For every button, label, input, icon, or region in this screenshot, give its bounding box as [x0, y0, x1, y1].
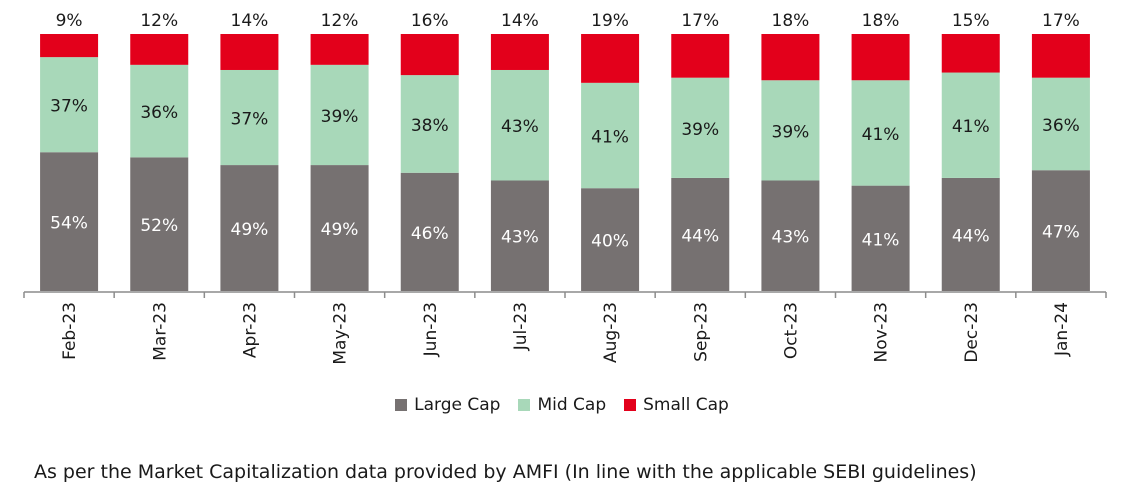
data-label-large-cap-oct-23: 43% [772, 228, 810, 248]
x-tick-label-apr-23: Apr-23 [240, 302, 260, 358]
bar-small-cap-jun-23 [400, 34, 459, 76]
bar-small-cap-jul-23 [490, 34, 549, 70]
bar-small-cap-apr-23 [220, 34, 279, 70]
x-tick-label-oct-23: Oct-23 [781, 302, 801, 359]
data-label-large-cap-jan-24: 47% [1042, 223, 1080, 243]
footnote: As per the Market Capitalization data pr… [34, 461, 977, 483]
bar-large-cap-apr-23 [220, 165, 279, 291]
bar-mid-cap-feb-23 [40, 57, 99, 153]
x-tick-label-feb-23: Feb-23 [60, 302, 80, 360]
bar-mid-cap-jun-23 [400, 75, 459, 173]
bar-mid-cap-aug-23 [581, 82, 640, 189]
bar-mid-cap-nov-23 [851, 80, 910, 186]
data-label-small-cap-feb-23: 9% [56, 11, 83, 31]
data-label-mid-cap-nov-23: 41% [862, 125, 900, 145]
data-label-large-cap-dec-23: 44% [952, 226, 990, 246]
data-label-large-cap-sep-23: 44% [681, 226, 719, 246]
data-label-mid-cap-apr-23: 37% [231, 110, 269, 130]
x-tick-label-jun-23: Jun-23 [421, 302, 441, 357]
bar-mid-cap-sep-23 [671, 77, 730, 178]
legend-item-small-cap: Small Cap [624, 395, 729, 415]
bar-large-cap-feb-23 [40, 152, 99, 291]
data-label-large-cap-nov-23: 41% [862, 230, 900, 250]
bar-mid-cap-apr-23 [220, 69, 279, 166]
data-label-small-cap-dec-23: 15% [952, 11, 990, 31]
x-tick-label-nov-23: Nov-23 [872, 302, 892, 363]
x-tick-label-may-23: May-23 [331, 302, 351, 365]
bar-small-cap-oct-23 [761, 34, 820, 81]
bar-large-cap-oct-23 [761, 180, 820, 291]
data-label-small-cap-jun-23: 16% [411, 11, 449, 31]
bar-mid-cap-oct-23 [761, 80, 820, 181]
legend-swatch-large-cap [395, 399, 408, 411]
bar-mid-cap-jul-23 [490, 69, 549, 181]
stacked-bar-chart: 54% 37% 9% Feb-23 52% 36% 12% Mar-23 49% 37% 14% Ap… [23, 11, 1107, 365]
bar-large-cap-jan-24 [1031, 170, 1090, 291]
data-label-small-cap-oct-23: 18% [772, 11, 810, 31]
data-label-mid-cap-jun-23: 38% [411, 116, 449, 136]
data-label-mid-cap-oct-23: 39% [772, 122, 810, 142]
bar-small-cap-may-23 [310, 34, 369, 65]
data-label-small-cap-may-23: 12% [321, 11, 359, 31]
data-label-small-cap-sep-23: 17% [681, 11, 719, 31]
legend-swatch-mid-cap [518, 399, 531, 411]
data-label-small-cap-nov-23: 18% [862, 11, 900, 31]
bar-large-cap-aug-23 [581, 188, 640, 291]
legend: Large Cap Mid Cap Small Cap [0, 395, 1124, 415]
bar-mid-cap-mar-23 [130, 64, 189, 158]
x-tick-label-jul-23: Jul-23 [511, 302, 531, 351]
data-label-small-cap-jan-24: 17% [1042, 11, 1080, 31]
data-label-mid-cap-dec-23: 41% [952, 117, 990, 137]
bar-large-cap-mar-23 [130, 157, 189, 291]
bar-small-cap-jan-24 [1031, 34, 1090, 78]
bar-small-cap-feb-23 [40, 34, 99, 58]
bar-large-cap-may-23 [310, 165, 369, 291]
x-tick-label-dec-23: Dec-23 [962, 302, 982, 363]
bar-mid-cap-dec-23 [941, 72, 1000, 178]
data-label-mid-cap-feb-23: 37% [50, 97, 88, 117]
data-label-small-cap-apr-23: 14% [231, 11, 269, 31]
bar-mid-cap-may-23 [310, 64, 369, 166]
bar-large-cap-nov-23 [851, 185, 910, 291]
data-label-small-cap-mar-23: 12% [140, 11, 178, 31]
legend-item-large-cap: Large Cap [395, 395, 500, 415]
x-tick-label-jan-24: Jan-24 [1052, 302, 1072, 357]
bar-small-cap-sep-23 [671, 34, 730, 78]
bar-large-cap-dec-23 [941, 177, 1000, 291]
bar-small-cap-aug-23 [581, 34, 640, 83]
legend-label-mid-cap: Mid Cap [537, 395, 607, 415]
data-label-small-cap-jul-23: 14% [501, 11, 539, 31]
bar-small-cap-dec-23 [941, 34, 1000, 73]
data-label-mid-cap-may-23: 39% [321, 107, 359, 127]
legend-label-small-cap: Small Cap [643, 395, 729, 415]
bar-small-cap-mar-23 [130, 34, 189, 65]
data-label-large-cap-apr-23: 49% [231, 220, 269, 240]
data-label-mid-cap-sep-23: 39% [681, 120, 719, 140]
bar-large-cap-jun-23 [400, 172, 459, 291]
bar-small-cap-nov-23 [851, 34, 910, 81]
data-label-large-cap-may-23: 49% [321, 220, 359, 240]
legend-label-large-cap: Large Cap [414, 395, 501, 415]
x-tick-label-aug-23: Aug-23 [601, 302, 621, 363]
bar-large-cap-sep-23 [671, 177, 730, 291]
bar-large-cap-jul-23 [490, 180, 549, 291]
data-label-mid-cap-aug-23: 41% [591, 128, 629, 148]
data-label-small-cap-aug-23: 19% [591, 11, 629, 31]
legend-item-mid-cap: Mid Cap [518, 395, 606, 415]
data-label-mid-cap-jan-24: 36% [1042, 116, 1080, 136]
x-tick-label-mar-23: Mar-23 [150, 302, 170, 361]
data-label-large-cap-jun-23: 46% [411, 224, 449, 244]
data-label-large-cap-jul-23: 43% [501, 228, 539, 248]
data-label-large-cap-feb-23: 54% [50, 214, 88, 234]
data-label-large-cap-aug-23: 40% [591, 232, 629, 252]
data-label-mid-cap-mar-23: 36% [140, 103, 178, 123]
legend-swatch-small-cap [624, 399, 637, 411]
bar-mid-cap-jan-24 [1031, 77, 1090, 171]
x-tick-label-sep-23: Sep-23 [691, 302, 711, 362]
data-label-mid-cap-jul-23: 43% [501, 117, 539, 137]
data-label-large-cap-mar-23: 52% [140, 216, 178, 236]
